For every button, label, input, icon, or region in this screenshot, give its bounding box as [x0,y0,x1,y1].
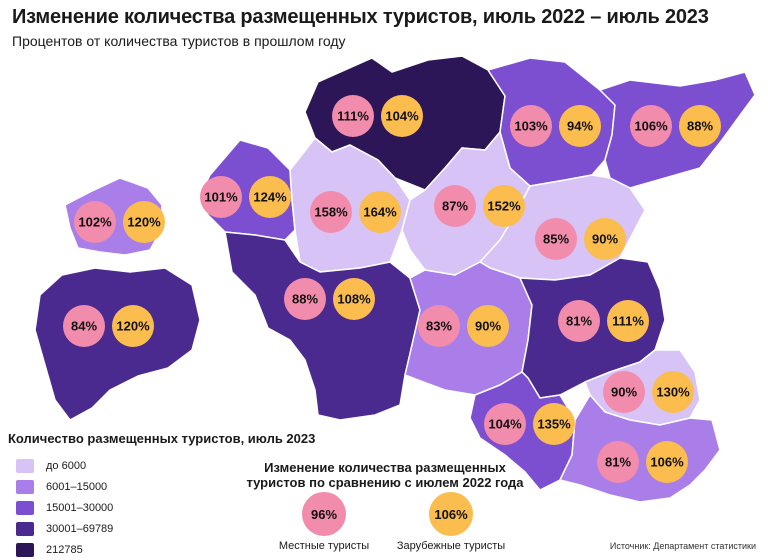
legend-swatch [16,521,34,536]
foreign-marker-laane [249,176,291,218]
legend-swatch [16,458,34,473]
local-value-viljandi: 83% [426,319,452,334]
local-marker-viljandi [418,305,460,347]
foreign-value-tartu: 111% [612,314,644,329]
foreign-value-harju: 104% [385,109,419,124]
local-marker-saare [63,305,105,347]
foreign-marker-jogeva [584,218,626,260]
local-value-harju: 111% [337,109,369,124]
local-marker-voru [597,441,639,483]
foreign-marker-tartu [607,300,649,342]
foreign-value-viljandi: 90% [475,319,501,334]
local-value-jarva: 87% [442,199,468,214]
legend-swatch [16,479,34,494]
source-note: Источник: Департамент статистики [609,541,756,551]
local-marker-ida-viru [630,105,672,147]
region-parnu[interactable] [224,231,421,421]
local-value-parnu: 88% [292,292,318,307]
foreign-marker-jarva [483,185,525,227]
foreign-value-jogeva: 90% [592,232,618,247]
legend-swatch [16,500,34,515]
map-subtitle: Процентов от количества туристов в прошл… [12,33,346,49]
foreign-value-parnu: 108% [337,292,371,307]
local-value-rapla: 158% [314,205,348,220]
foreign-marker-hiiu [123,201,165,243]
local-value-laane-viru: 103% [514,119,548,134]
legend-label: 30001–69789 [46,522,114,535]
foreign-value-laane: 124% [253,190,287,205]
foreign-value-ida-viru: 88% [687,119,713,134]
local-marker-valga [484,403,526,445]
foreign-value-laane-viru: 94% [567,119,593,134]
local-marker-jogeva [535,218,577,260]
foreign-value-polva: 130% [656,385,690,400]
local-value-laane: 101% [204,190,238,205]
local-marker-rapla [310,191,352,233]
foreign-marker-rapla [359,191,401,233]
local-value-valga: 104% [488,417,522,432]
local-marker-jarva [434,185,476,227]
foreign-marker-voru [646,441,688,483]
foreign-marker-polva [652,371,694,413]
region-saare[interactable] [34,267,201,421]
legend-list: до 6000 6001–15000 15001–30000 30001–697… [16,455,113,560]
local-value-hiiu: 102% [78,215,112,230]
legend-label: 6001–15000 [46,480,108,493]
local-marker-laane [200,176,242,218]
local-tourists-label: Местные туристы [278,540,370,552]
foreign-value-valga: 135% [537,417,571,432]
local-value-saare: 84% [71,319,97,334]
local-marker-harju [332,95,374,137]
foreign-marker-harju [381,95,423,137]
legend-label: 212785 [46,543,83,556]
legend-item: 6001–15000 [16,476,113,497]
legend-item: до 6000 [16,455,113,476]
foreign-marker-saare [112,305,154,347]
foreign-value-hiiu: 120% [127,215,161,230]
foreign-marker-viljandi [467,305,509,347]
local-marker-polva [603,371,645,413]
local-marker-tartu [558,300,600,342]
legend-item: 15001–30000 [16,497,113,518]
local-marker-parnu [284,278,326,320]
foreign-marker-valga [533,403,575,445]
change-legend-title: Изменение количества размещенных туристо… [246,460,524,490]
legend-label: до 6000 [46,459,87,472]
foreign-tourists-label: Зарубежные туристы [396,540,506,552]
map-title: Изменение количества размещенных туристо… [12,6,709,28]
foreign-tourists-legend: 106% Зарубежные туристы [391,492,511,552]
local-marker-laane-viru [510,105,552,147]
local-value-polva: 90% [611,385,637,400]
foreign-marker-parnu [333,278,375,320]
local-value-ida-viru: 106% [634,119,668,134]
legend-label: 15001–30000 [46,501,114,514]
foreign-value-jarva: 152% [487,199,521,214]
local-tourists-legend: 96% Местные туристы [264,492,384,552]
local-tourists-marker: 96% [302,492,346,536]
legend-item: 212785 [16,539,113,560]
local-value-voru: 81% [605,455,631,470]
foreign-tourists-marker: 106% [429,492,473,536]
legend-title: Количество размещенных туристов, июль 20… [8,431,316,446]
legend-swatch [16,542,34,557]
foreign-value-rapla: 164% [363,205,397,220]
local-marker-hiiu [74,201,116,243]
local-value-tartu: 81% [566,314,592,329]
foreign-value-voru: 106% [650,455,684,470]
local-value-jogeva: 85% [543,232,569,247]
foreign-marker-ida-viru [679,105,721,147]
foreign-marker-laane-viru [559,105,601,147]
foreign-value-saare: 120% [116,319,150,334]
region-ida-viru[interactable] [599,71,756,189]
legend-item: 30001–69789 [16,518,113,539]
